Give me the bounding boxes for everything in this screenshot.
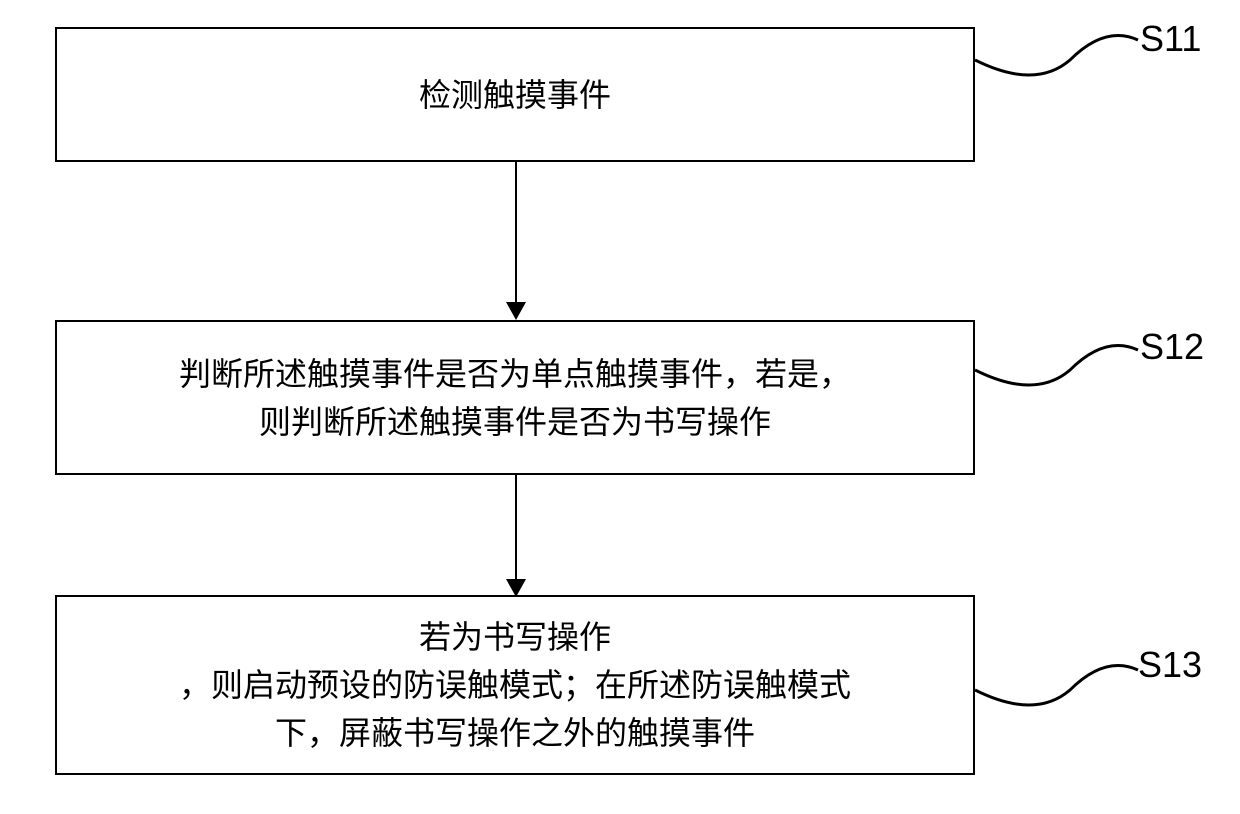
connector-curve-s11 [975,30,1145,100]
step-label-s12: S12 [1140,326,1204,368]
step-label-s11: S11 [1140,18,1201,60]
step-text-s13: 若为书写操作，则启动预设的防误触模式；在所述防误触模式下，屏蔽书写操作之外的触摸… [179,613,851,757]
connector-curve-s13 [975,660,1145,730]
step-box-s11: 检测触摸事件 [55,27,975,162]
flowchart-container: 检测触摸事件 S11 判断所述触摸事件是否为单点触摸事件，若是，则判断所述触摸事… [0,0,1240,814]
connector-curve-s12 [975,340,1145,410]
step-text-s11: 检测触摸事件 [419,71,611,119]
arrow-head-1 [506,302,526,320]
step-box-s12: 判断所述触摸事件是否为单点触摸事件，若是，则判断所述触摸事件是否为书写操作 [55,320,975,475]
step-box-s13: 若为书写操作，则启动预设的防误触模式；在所述防误触模式下，屏蔽书写操作之外的触摸… [55,595,975,775]
step-label-s13: S13 [1138,644,1202,686]
arrow-line-1 [515,162,517,302]
step-text-s12: 判断所述触摸事件是否为单点触摸事件，若是，则判断所述触摸事件是否为书写操作 [179,350,851,446]
arrow-line-2 [515,475,517,580]
